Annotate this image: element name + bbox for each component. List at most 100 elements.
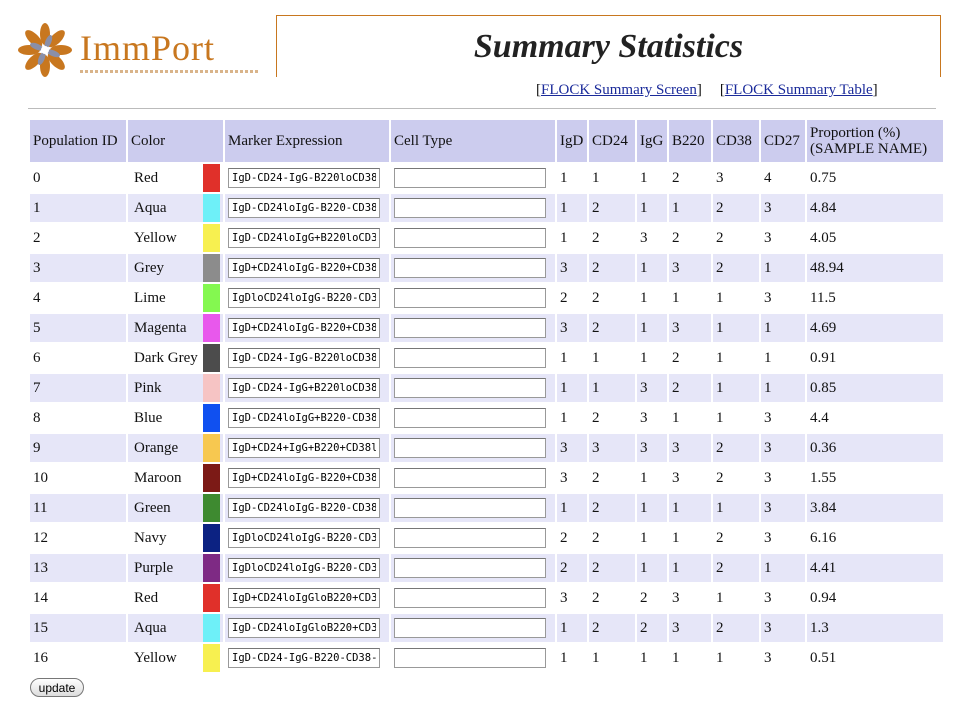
igg-cell: 1: [637, 314, 667, 342]
cd24-cell: 1: [589, 164, 635, 192]
cd27-cell: 1: [761, 554, 805, 582]
cell-type-cell: [391, 464, 555, 492]
color-swatch: [203, 584, 220, 612]
cell-type-input[interactable]: [394, 258, 546, 278]
marker-expression-field[interactable]: [228, 528, 380, 548]
cell-type-input[interactable]: [394, 378, 546, 398]
igg-cell: 3: [637, 434, 667, 462]
igd-cell: 3: [557, 254, 587, 282]
col-header-b220: B220: [669, 120, 711, 162]
cell-type-input[interactable]: [394, 498, 546, 518]
marker-expression-field[interactable]: [228, 588, 380, 608]
marker-expression-cell: [225, 164, 389, 192]
cd38-cell: 1: [713, 344, 759, 372]
marker-expression-field[interactable]: [228, 618, 380, 638]
cell-type-cell: [391, 344, 555, 372]
b220-cell: 1: [669, 524, 711, 552]
marker-expression-cell: [225, 404, 389, 432]
cd24-cell: 2: [589, 314, 635, 342]
igg-cell: 1: [637, 524, 667, 552]
cell-type-input[interactable]: [394, 648, 546, 668]
cell-type-input[interactable]: [394, 408, 546, 428]
marker-expression-field[interactable]: [228, 378, 380, 398]
marker-expression-field[interactable]: [228, 438, 380, 458]
cell-type-input[interactable]: [394, 168, 546, 188]
cd27-cell: 3: [761, 494, 805, 522]
color-cell: Dark Grey: [128, 344, 223, 372]
marker-expression-field[interactable]: [228, 348, 380, 368]
b220-cell: 1: [669, 554, 711, 582]
b220-cell: 2: [669, 224, 711, 252]
marker-expression-field[interactable]: [228, 288, 380, 308]
b220-cell: 2: [669, 374, 711, 402]
population-id-cell: 14: [30, 584, 126, 612]
page-title: Summary Statistics: [473, 28, 744, 65]
cell-type-input[interactable]: [394, 288, 546, 308]
proportion-cell: 4.05: [807, 224, 943, 252]
cell-type-cell: [391, 404, 555, 432]
population-id-cell: 1: [30, 194, 126, 222]
cell-type-input[interactable]: [394, 468, 546, 488]
cd38-cell: 2: [713, 224, 759, 252]
flock-summary-screen-link[interactable]: FLOCK Summary Screen: [541, 82, 697, 98]
marker-expression-field[interactable]: [228, 318, 380, 338]
color-cell: Green: [128, 494, 223, 522]
cell-type-input[interactable]: [394, 228, 546, 248]
igg-cell: 1: [637, 494, 667, 522]
marker-expression-field[interactable]: [228, 168, 380, 188]
marker-expression-cell: [225, 494, 389, 522]
cell-type-input[interactable]: [394, 618, 546, 638]
cell-type-input[interactable]: [394, 318, 546, 338]
cd27-cell: 1: [761, 254, 805, 282]
color-name: Maroon: [134, 469, 182, 486]
cd24-cell: 2: [589, 194, 635, 222]
marker-expression-cell: [225, 614, 389, 642]
igd-cell: 1: [557, 224, 587, 252]
marker-expression-field[interactable]: [228, 648, 380, 668]
cd24-cell: 1: [589, 644, 635, 672]
update-button[interactable]: update: [30, 678, 84, 697]
cell-type-input[interactable]: [394, 588, 546, 608]
table-body: 0Red1112340.751Aqua1211234.842Yellow1232…: [30, 164, 943, 672]
color-name: Grey: [134, 259, 164, 276]
igg-cell: 2: [637, 584, 667, 612]
cell-type-input[interactable]: [394, 348, 546, 368]
color-swatch: [203, 164, 220, 192]
color-swatch: [203, 644, 220, 672]
marker-expression-field[interactable]: [228, 558, 380, 578]
proportion-cell: 11.5: [807, 284, 943, 312]
flock-summary-table-link[interactable]: FLOCK Summary Table: [724, 82, 873, 98]
marker-expression-field[interactable]: [228, 228, 380, 248]
cd38-cell: 2: [713, 434, 759, 462]
color-cell: Grey: [128, 254, 223, 282]
marker-expression-field[interactable]: [228, 468, 380, 488]
igg-cell: 1: [637, 254, 667, 282]
population-id-cell: 2: [30, 224, 126, 252]
population-id-cell: 9: [30, 434, 126, 462]
population-id-cell: 13: [30, 554, 126, 582]
table-row: 1Aqua1211234.84: [30, 194, 943, 222]
b220-cell: 3: [669, 464, 711, 492]
table-row: 4Lime22111311.5: [30, 284, 943, 312]
marker-expression-field[interactable]: [228, 198, 380, 218]
igd-cell: 1: [557, 344, 587, 372]
col-header-igg: IgG: [637, 120, 667, 162]
color-name: Orange: [134, 439, 179, 456]
igd-cell: 1: [557, 494, 587, 522]
b220-cell: 3: [669, 614, 711, 642]
col-header-color: Color: [128, 120, 223, 162]
cell-type-input[interactable]: [394, 528, 546, 548]
cd27-cell: 3: [761, 614, 805, 642]
marker-expression-field[interactable]: [228, 258, 380, 278]
color-cell: Orange: [128, 434, 223, 462]
cd27-cell: 3: [761, 644, 805, 672]
cell-type-cell: [391, 374, 555, 402]
marker-expression-field[interactable]: [228, 408, 380, 428]
proportion-cell: 1.55: [807, 464, 943, 492]
cell-type-input[interactable]: [394, 438, 546, 458]
cell-type-input[interactable]: [394, 558, 546, 578]
cell-type-cell: [391, 614, 555, 642]
cell-type-input[interactable]: [394, 198, 546, 218]
marker-expression-field[interactable]: [228, 498, 380, 518]
